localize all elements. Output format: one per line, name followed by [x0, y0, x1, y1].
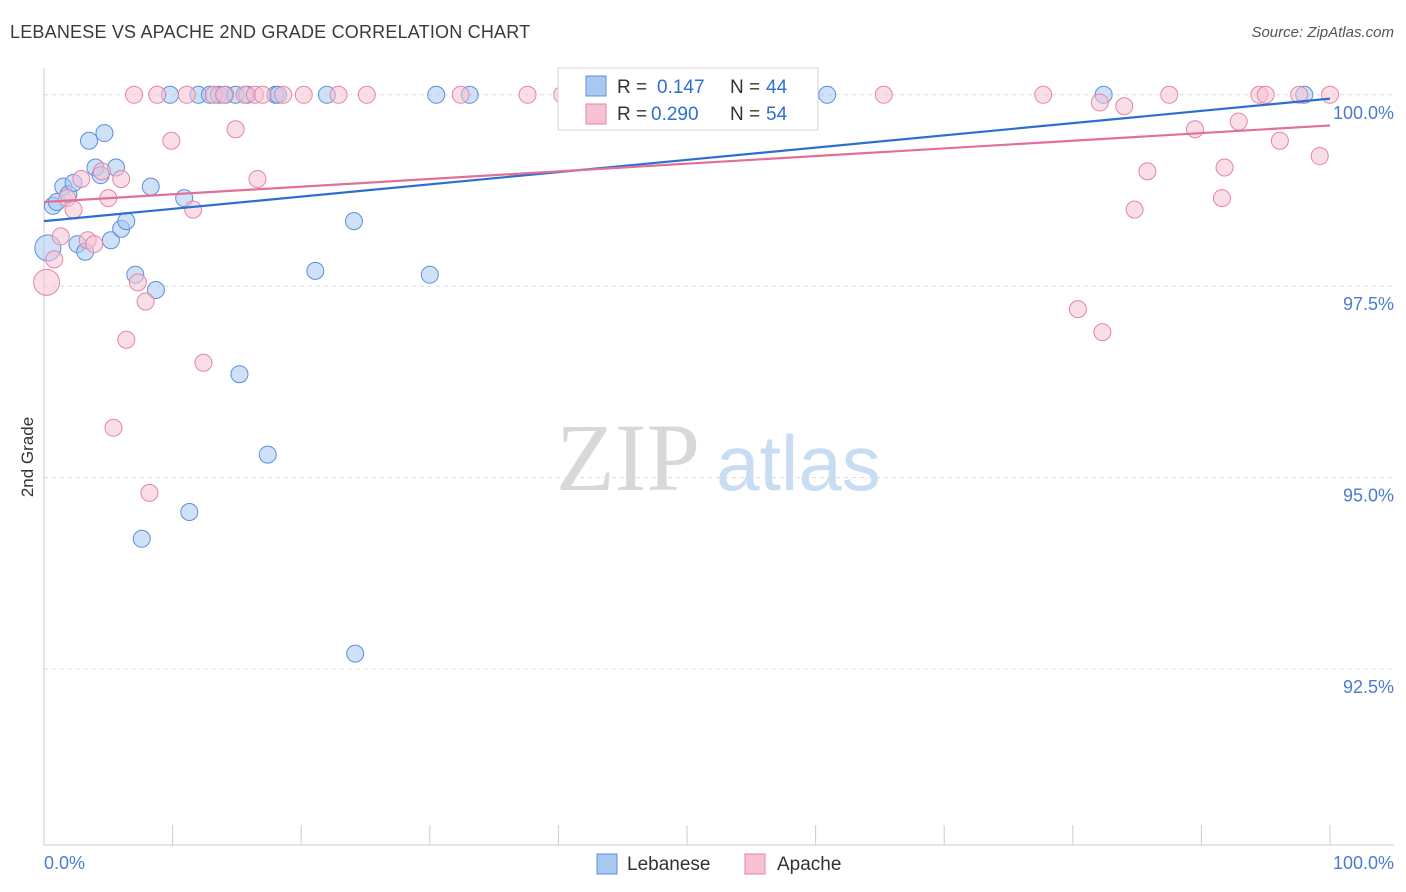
apache-point-54: [1310, 147, 1329, 166]
source-credit: Source: ZipAtlas.com: [1251, 24, 1394, 41]
apache-point-24: [226, 120, 245, 139]
lebanese-point-35: [344, 212, 363, 231]
lebanese-point-39: [420, 265, 439, 284]
lebanese-trend-line: [43, 97, 1331, 223]
apache-point-14: [128, 273, 147, 292]
legend-r-value-1: 0.147: [657, 77, 705, 98]
apache-point-32: [357, 85, 376, 104]
legend-n-label-2: N =: [730, 104, 760, 125]
apache-point-30: [294, 85, 313, 104]
lebanese-point-19: [146, 281, 165, 299]
apache-point-49: [1229, 112, 1248, 131]
legend-n-value-1: 44: [766, 77, 788, 98]
apache-point-28: [253, 85, 272, 104]
trend-layer: [43, 97, 1331, 223]
y-axis-label: 2nd Grade: [18, 417, 37, 497]
legend-swatch-apache: [585, 103, 607, 125]
legend-swatch-lebanese: [585, 75, 607, 97]
series-legend: Lebanese Apache: [596, 853, 841, 875]
legend-r-label-1: R =: [617, 77, 647, 98]
chart-title: LEBANESE VS APACHE 2ND GRADE CORRELATION…: [10, 22, 531, 42]
apache-point-45: [1160, 85, 1179, 104]
apache-point-16: [140, 483, 159, 502]
apache-point-23: [215, 85, 234, 104]
apache-point-31: [329, 85, 348, 104]
apache-point-38: [1034, 85, 1053, 104]
apache-point-7: [85, 235, 104, 254]
y-tick-label-2: 95.0%: [1343, 486, 1394, 506]
apache-point-41: [1093, 323, 1112, 342]
apache-point-53: [1290, 85, 1309, 104]
apache-point-40: [1090, 93, 1109, 112]
apache-point-29: [274, 85, 293, 104]
lebanese-point-33: [306, 261, 325, 280]
lebanese-point-18: [141, 177, 160, 196]
lebanese-point-37: [427, 85, 446, 104]
watermark-atlas: atlas: [716, 419, 881, 507]
apache-point-46: [1185, 120, 1204, 139]
apache-point-11: [112, 170, 131, 188]
legend-n-label-1: N =: [730, 77, 760, 98]
x-tick-label-right: 100.0%: [1333, 853, 1394, 873]
y-tick-label-3: 92.5%: [1343, 677, 1394, 697]
apache-point-51: [1256, 85, 1275, 104]
apache-point-1: [45, 250, 64, 269]
lebanese-point-12: [101, 231, 120, 250]
apache-point-39: [1068, 300, 1087, 319]
apache-point-18: [162, 131, 181, 150]
lebanese-point-15: [117, 212, 136, 231]
grid-lines: [44, 94, 1394, 670]
y-tick-label-1: 97.5%: [1343, 294, 1394, 314]
apache-point-27: [248, 170, 267, 188]
apache-point-12: [117, 330, 136, 349]
legend-n-value-2: 54: [766, 104, 788, 125]
lebanese-point-29: [230, 365, 249, 384]
apache-point-52: [1270, 131, 1289, 150]
apache-point-47: [1212, 189, 1231, 208]
apache-point-15: [136, 292, 155, 311]
series-legend-swatch-lebanese: [596, 853, 618, 875]
apache-point-5: [72, 170, 91, 188]
legend-r-label-2: R =: [617, 104, 647, 125]
apache-point-48: [1215, 158, 1234, 177]
apache-trend-line: [43, 124, 1331, 204]
apache-point-21: [194, 353, 213, 372]
correlation-legend: R = 0.147 N = 44 R = 0.290 N = 54: [557, 67, 819, 131]
lebanese-point-8: [80, 131, 99, 150]
y-tick-labels: 100.0% 97.5% 95.0% 92.5%: [1333, 103, 1394, 697]
lebanese-point-17: [132, 529, 151, 548]
series-legend-lebanese: Lebanese: [627, 854, 710, 875]
legend-r-value-2: 0.290: [651, 104, 699, 125]
apache-point-4: [64, 200, 83, 219]
apache-point-19: [177, 85, 196, 104]
apache-point-8: [92, 162, 111, 181]
apache-point-37: [874, 85, 893, 104]
apache-point-10: [104, 418, 123, 437]
axes: [43, 68, 1394, 846]
apache-point-34: [518, 85, 537, 104]
apache-point-43: [1125, 200, 1144, 219]
apache-point-2: [51, 227, 70, 246]
x-tick-label-left: 0.0%: [44, 853, 85, 873]
apache-point-44: [1138, 162, 1157, 181]
apache-point-42: [1115, 97, 1134, 116]
lebanese-point-11: [95, 124, 114, 143]
lebanese-point-36: [346, 644, 365, 663]
apache-point-0: [33, 268, 61, 296]
points-layer: [33, 85, 1339, 663]
lebanese-point-41: [818, 85, 837, 104]
apache-point-33: [451, 85, 470, 104]
y-tick-label-0: 100.0%: [1333, 103, 1394, 123]
series-legend-apache: Apache: [777, 854, 841, 875]
lebanese-point-32: [258, 445, 277, 464]
apache-point-17: [148, 85, 167, 104]
apache-point-55: [1321, 85, 1339, 104]
watermark-zip: ZIP: [556, 404, 700, 511]
apache-point-20: [184, 200, 203, 219]
lebanese-point-22: [180, 503, 199, 521]
apache-point-13: [125, 85, 144, 104]
series-legend-swatch-apache: [744, 853, 766, 875]
